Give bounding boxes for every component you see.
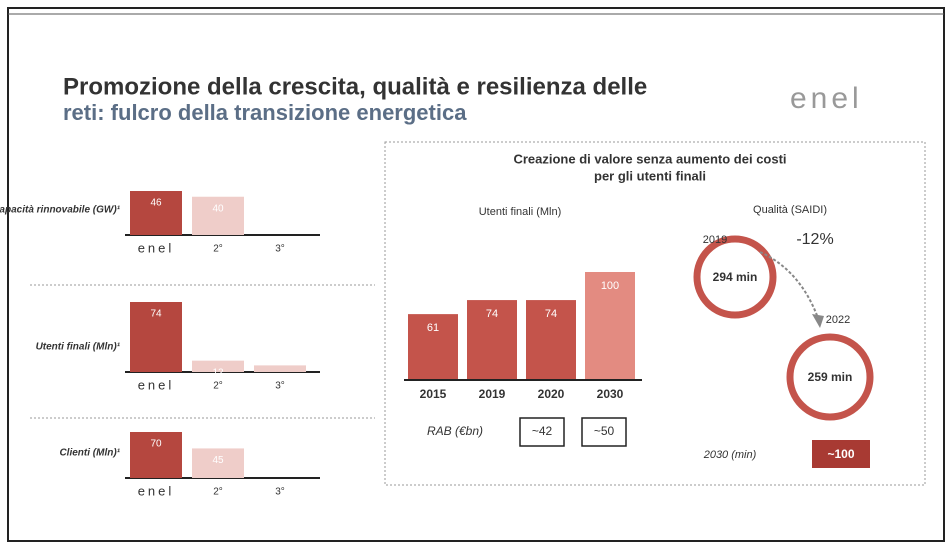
year-label: 2020 <box>538 387 565 401</box>
bar <box>192 360 244 372</box>
bar-label: 100 <box>601 280 619 292</box>
bar-label: 46 <box>150 198 162 209</box>
change-label: -12% <box>796 231 833 248</box>
slide-frame <box>7 7 945 542</box>
bar <box>130 191 182 235</box>
x-label: enel <box>138 377 175 392</box>
bar-label: 70 <box>150 439 162 450</box>
rab-box <box>519 417 565 447</box>
x-label: 3° <box>275 487 285 498</box>
bar <box>130 302 182 372</box>
x-label: 2° <box>213 381 223 392</box>
bar <box>192 196 244 235</box>
rab-box <box>581 417 627 447</box>
year-label: 2019 <box>479 387 506 401</box>
bar-label: 45 <box>212 455 224 466</box>
rab-value: ~50 <box>594 424 615 438</box>
x-label: enel <box>138 240 175 255</box>
target-label: 2030 (min) <box>703 449 757 461</box>
row-label: Utenti finali (Mln)¹ <box>36 342 121 353</box>
year-label: 2019 <box>703 234 727 246</box>
saidi-value: 259 min <box>808 370 853 384</box>
x-label: 3° <box>275 244 285 255</box>
year-label: 2030 <box>597 387 624 401</box>
target-value: ~100 <box>827 447 854 461</box>
bar-label: 40 <box>212 203 224 214</box>
quality-title: Qualità (SAIDI) <box>753 204 827 216</box>
row-label: Clienti (Mln)¹ <box>59 448 120 459</box>
year-label: 2022 <box>826 314 850 326</box>
bar <box>467 300 517 380</box>
bar <box>192 448 244 478</box>
target-box <box>812 440 870 468</box>
bar <box>254 365 306 372</box>
bar-label: 74 <box>150 309 162 320</box>
bar <box>526 300 576 380</box>
rab-value: ~42 <box>532 424 553 438</box>
x-label: 2° <box>213 487 223 498</box>
rab-label: RAB (€bn) <box>427 424 483 438</box>
x-label: enel <box>138 483 175 498</box>
bar-label: 74 <box>545 308 557 320</box>
logo: enel <box>790 82 863 115</box>
bar-subtitle: Utenti finali (Mln) <box>479 206 562 218</box>
panel-title: per gli utenti finali <box>594 168 706 183</box>
row-label: Capacità rinnovabile (GW)¹ <box>0 205 121 216</box>
saidi-circle <box>786 333 874 421</box>
saidi-circle <box>693 235 777 319</box>
bar-label: 74 <box>486 308 498 320</box>
arrow <box>759 251 819 319</box>
panel-title: Creazione di valore senza aumento dei co… <box>513 151 786 166</box>
title-line2: reti: fulcro della transizione energetic… <box>63 100 467 125</box>
title-line1: Promozione della crescita, qualità e res… <box>63 73 647 100</box>
bar <box>130 432 182 478</box>
arrowhead <box>812 314 824 328</box>
value-panel <box>384 141 926 486</box>
bar <box>408 314 458 380</box>
bar-label: 7 <box>277 372 283 383</box>
bar <box>585 272 635 380</box>
bar-label: 61 <box>427 322 439 334</box>
x-label: 3° <box>275 381 285 392</box>
x-label: 2° <box>213 244 223 255</box>
saidi-value: 294 min <box>713 270 758 284</box>
year-label: 2015 <box>420 387 447 401</box>
bar-label: 12 <box>212 367 224 378</box>
